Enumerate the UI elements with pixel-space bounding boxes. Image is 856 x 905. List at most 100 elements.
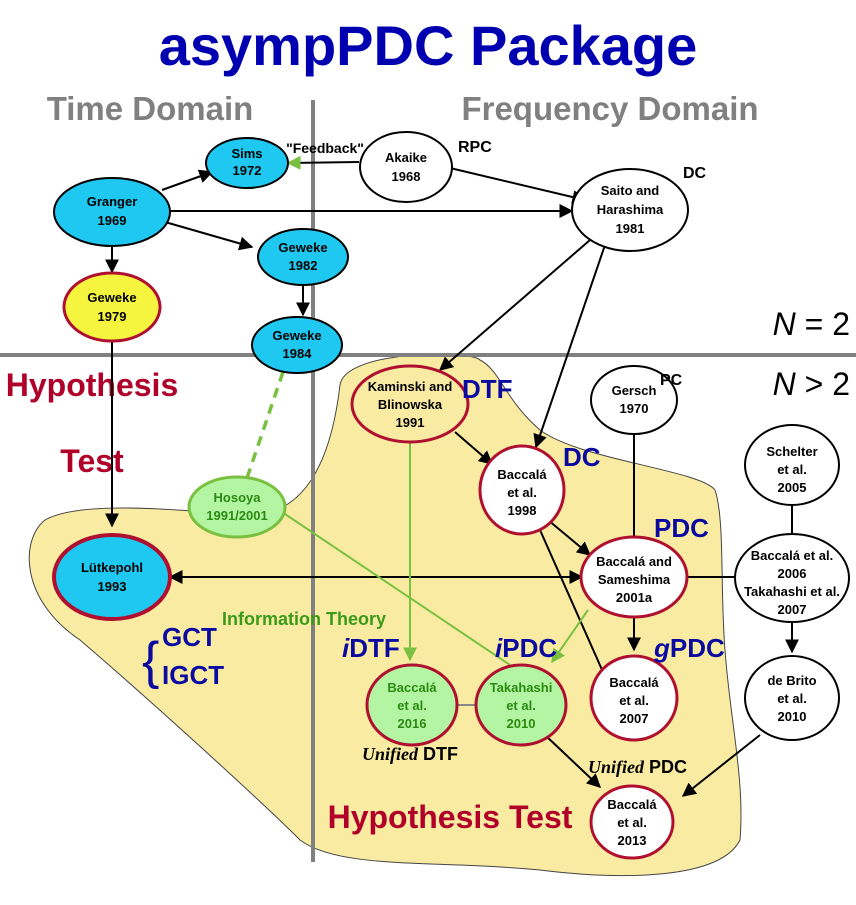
igct-label: IGCT — [162, 660, 224, 690]
svg-text:1970: 1970 — [620, 401, 649, 416]
svg-text:et al.: et al. — [507, 485, 537, 500]
svg-text:de Brito: de Brito — [767, 673, 816, 688]
svg-text:1981: 1981 — [616, 221, 645, 236]
node-geweke82: Geweke 1982 — [257, 228, 349, 286]
svg-text:1979: 1979 — [98, 309, 127, 324]
edge-baccala98-baccala07 — [539, 529, 604, 673]
svg-text:Sims: Sims — [231, 146, 262, 161]
svg-text:Baccalá: Baccalá — [609, 675, 659, 690]
svg-text:et al.: et al. — [617, 815, 647, 830]
svg-text:Takahashi et al.: Takahashi et al. — [744, 584, 840, 599]
svg-text:Geweke: Geweke — [272, 328, 321, 343]
n-equals-2-label: N = 2 — [773, 306, 850, 342]
svg-text:2006: 2006 — [778, 566, 807, 581]
node-baccala16: Baccalá et al. 2016 — [365, 663, 459, 747]
edge-granger-sims — [161, 169, 214, 191]
pdc-label: PDC — [654, 513, 709, 543]
n-greater-2-label: N > 2 — [773, 366, 850, 402]
edge-granger-geweke82 — [164, 221, 254, 251]
svg-text:Blinowska: Blinowska — [378, 397, 443, 412]
node-granger: Granger 1969 — [53, 177, 171, 247]
svg-text:et al.: et al. — [777, 691, 807, 706]
edges — [105, 155, 799, 797]
svg-text:2013: 2013 — [618, 833, 647, 848]
svg-text:2016: 2016 — [398, 716, 427, 731]
svg-text:Schelter: Schelter — [766, 444, 817, 459]
node-baccala06: Baccalá et al. 2006 Takahashi et al. 200… — [734, 533, 850, 623]
svg-text:1982: 1982 — [289, 258, 318, 273]
node-geweke84: Geweke 1984 — [251, 316, 343, 374]
idtf-label: iDTF — [342, 633, 400, 663]
edge-takahashi-baccala13 — [544, 734, 602, 788]
svg-text:et al.: et al. — [619, 693, 649, 708]
node-baccala01: Baccalá and Sameshima 2001a — [579, 535, 689, 619]
node-debrito: de Brito et al. 2010 — [744, 655, 840, 741]
node-baccala13: Baccalá et al. 2013 — [589, 784, 675, 860]
svg-text:Takahashi: Takahashi — [490, 680, 553, 695]
edge-baccala98-baccala01 — [547, 519, 592, 556]
svg-text:et al.: et al. — [397, 698, 427, 713]
node-sims: Sims 1972 — [205, 137, 289, 189]
ipdc-label: iPDC — [495, 633, 557, 663]
svg-text:Granger: Granger — [87, 194, 138, 209]
svg-text:Saito and: Saito and — [601, 183, 660, 198]
node-kaminski: Kaminski and Blinowska 1991 — [350, 364, 470, 444]
svg-text:et al.: et al. — [506, 698, 536, 713]
gpdc-label: gPDC — [653, 633, 725, 663]
edge-akaike-saito — [449, 167, 587, 204]
node-akaike: Akaike 1968 — [359, 131, 453, 203]
svg-text:Harashima: Harashima — [597, 202, 664, 217]
page-title: asympPDC Package — [159, 14, 698, 77]
rpc-label: RPC — [458, 139, 492, 156]
svg-text:2010: 2010 — [507, 716, 536, 731]
svg-text:1991/2001: 1991/2001 — [206, 508, 267, 523]
node-geweke79: Geweke 1979 — [62, 271, 162, 343]
svg-text:Hosoya: Hosoya — [214, 490, 262, 505]
svg-text:1972: 1972 — [233, 163, 262, 178]
edge-saito-baccala98 — [533, 244, 606, 449]
svg-text:Gersch: Gersch — [612, 383, 657, 398]
dc-saito-label: DC — [683, 165, 707, 182]
svg-text:2007: 2007 — [778, 602, 807, 617]
gct-label: GCT — [162, 622, 217, 652]
svg-text:1998: 1998 — [508, 503, 537, 518]
svg-text:Geweke: Geweke — [87, 290, 136, 305]
edge-saito-kaminski — [438, 239, 591, 371]
green-edges — [245, 371, 589, 706]
svg-text:2001a: 2001a — [616, 590, 653, 605]
information-theory-label: Information Theory — [222, 609, 386, 629]
svg-text:Sameshima: Sameshima — [598, 572, 671, 587]
node-baccala07: Baccalá et al. 2007 — [589, 654, 679, 742]
svg-text:Baccalá: Baccalá — [497, 467, 547, 482]
svg-text:1993: 1993 — [98, 579, 127, 594]
hypothesis-test-left-line1: Hypothesis — [6, 367, 178, 403]
hypothesis-test-left-line2: Test — [60, 443, 124, 479]
edge-baccala01-takahashi — [551, 609, 589, 664]
svg-text:Geweke: Geweke — [278, 240, 327, 255]
node-schelter: Schelter et al. 2005 — [744, 424, 840, 506]
edge-hosoya-takahashi — [281, 511, 511, 666]
node-saito: Saito and Harashima 1981 — [571, 168, 689, 252]
frequency-domain-label: Frequency Domain — [461, 90, 758, 127]
node-gersch: Gersch 1970 — [590, 365, 678, 435]
unified-dtf-label: Unified DTF — [362, 744, 458, 764]
dc-baccala98-label: DC — [563, 442, 601, 472]
svg-text:Baccalá: Baccalá — [607, 797, 657, 812]
edge-debrito-baccala13 — [681, 734, 761, 797]
node-takahashi: Takahashi et al. 2010 — [474, 663, 568, 747]
unified-pdc-label: Unified PDC — [588, 757, 687, 777]
svg-text:Akaike: Akaike — [385, 150, 427, 165]
edge-geweke84-hosoya-dashed — [245, 371, 285, 479]
brace: { — [142, 632, 159, 690]
svg-text:2005: 2005 — [778, 480, 807, 495]
edge-akaike-sims — [286, 155, 360, 170]
svg-text:Baccalá et al.: Baccalá et al. — [751, 548, 833, 563]
node-hosoya: Hosoya 1991/2001 — [187, 475, 287, 539]
svg-text:1969: 1969 — [98, 213, 127, 228]
node-baccala98: Baccalá et al. 1998 — [478, 444, 566, 536]
svg-text:Baccalá and: Baccalá and — [596, 554, 672, 569]
svg-text:1968: 1968 — [392, 169, 421, 184]
svg-text:1991: 1991 — [396, 415, 425, 430]
feedback-label: "Feedback" — [286, 140, 364, 156]
svg-text:Lütkepohl: Lütkepohl — [81, 560, 143, 575]
